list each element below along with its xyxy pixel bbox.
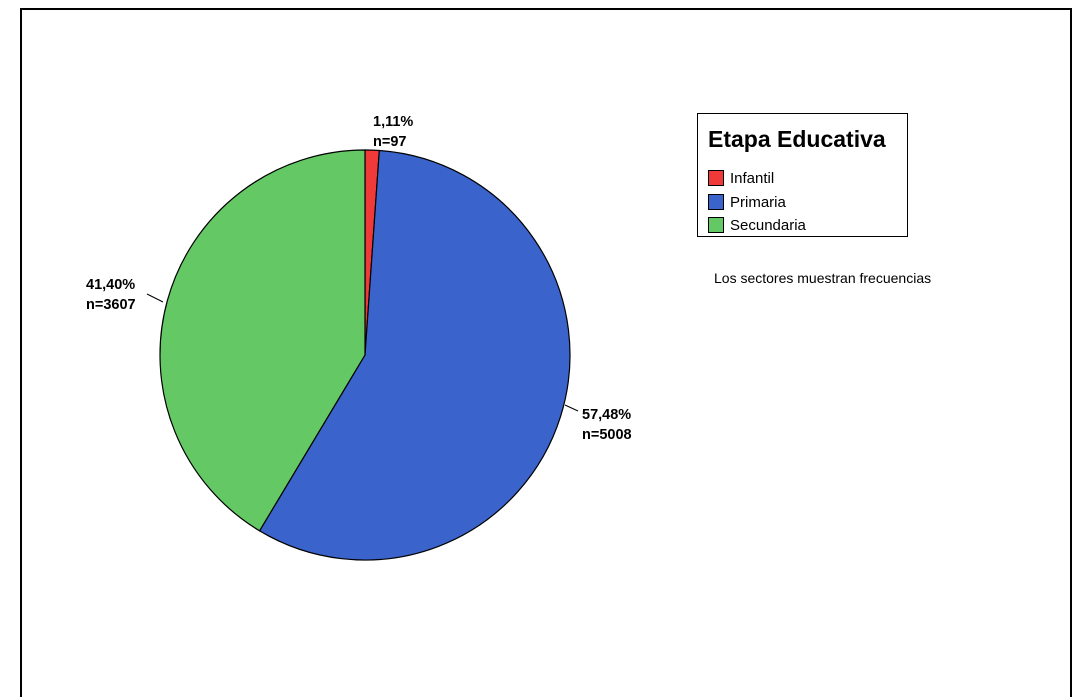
- slice-count-label-infantil: n=97: [373, 134, 406, 150]
- slice-percent-label-secundaria: 41,40%: [86, 277, 135, 293]
- pie-slice-primaria: [258, 149, 571, 561]
- pie-labels: 1,11% n=97 57,48% n=5008 41,40% n=3607: [86, 114, 632, 443]
- slice-percent-label-primaria: 57,48%: [582, 407, 631, 423]
- legend: Etapa Educativa Infantil Primaria Secund…: [697, 113, 908, 237]
- legend-swatch-secundaria: [708, 217, 724, 233]
- label-leader-primaria: [564, 404, 579, 412]
- label-leader-secundaria: [146, 293, 164, 303]
- legend-item-primaria: Primaria: [708, 192, 786, 212]
- legend-swatch-infantil: [708, 170, 724, 186]
- legend-title: Etapa Educativa: [708, 126, 886, 152]
- slice-count-label-primaria: n=5008: [582, 427, 632, 443]
- legend-label-primaria: Primaria: [730, 193, 786, 211]
- pie-slices: [159, 149, 571, 561]
- slice-count-label-secundaria: n=3607: [86, 297, 136, 313]
- slice-percent-label-infantil: 1,11%: [373, 114, 413, 130]
- legend-label-secundaria: Secundaria: [730, 216, 806, 234]
- frequency-note: Los sectores muestran frecuencias: [714, 270, 932, 286]
- legend-label-infantil: Infantil: [730, 169, 775, 187]
- chart-frame: [20, 8, 1072, 697]
- legend-item-infantil: Infantil: [708, 168, 774, 188]
- pie-slice-secundaria: [159, 149, 366, 532]
- legend-item-secundaria: Secundaria: [708, 215, 806, 235]
- legend-swatch-primaria: [708, 194, 724, 210]
